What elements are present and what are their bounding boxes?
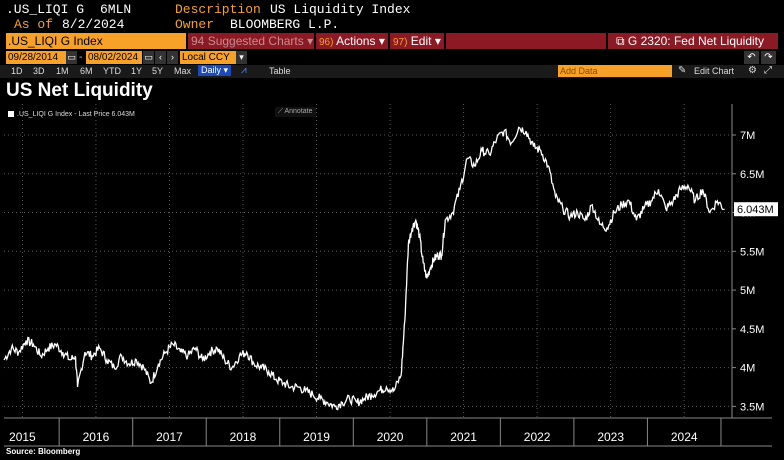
external-link-icon: ⧉: [616, 34, 625, 48]
security-field[interactable]: .US_LIQI G Index: [6, 33, 186, 49]
function-title[interactable]: ⧉ G 2320: Fed Net Liquidity: [608, 33, 778, 49]
period-5y[interactable]: 5Y: [152, 66, 164, 76]
security-field-value: .US_LIQI G Index: [8, 34, 103, 48]
owner-label: Owner: [175, 17, 215, 32]
chart-legend: .US_LIQI G Index - Last Price 6.043M: [8, 111, 135, 118]
expand-icon[interactable]: ⤢: [764, 65, 772, 76]
y-tick-label: 6.5M: [740, 169, 764, 181]
date-range-toolbar: 09/28/2014 ▭ - 08/02/2024 ▭ ‹ › Local CC…: [0, 51, 784, 64]
frequency-select[interactable]: Daily ▾: [198, 65, 232, 76]
series-line: [3, 126, 725, 411]
period-ytd[interactable]: YTD: [103, 66, 121, 76]
x-tick-label: 2015: [9, 430, 36, 444]
owner-value: BLOOMBERG L.P.: [230, 17, 340, 32]
add-data-placeholder: Add Data: [560, 66, 598, 76]
x-tick-label: 2019: [303, 430, 330, 444]
last-price-marker: 6.043M: [734, 202, 778, 217]
end-date-field[interactable]: 08/02/2024: [86, 51, 142, 64]
prev-arrow-icon[interactable]: ‹: [155, 51, 166, 64]
start-date-value: 09/28/2014: [8, 52, 59, 63]
chevron-down-icon: ▾: [434, 34, 441, 48]
y-tick-label: 5M: [740, 285, 755, 297]
legend-text: .US_LIQI G Index - Last Price 6.043M: [17, 111, 135, 118]
chart-title: US Net Liquidity: [6, 80, 153, 101]
y-tick-label: 5.5M: [740, 246, 764, 258]
end-date-value: 08/02/2024: [88, 52, 139, 63]
range-separator: -: [79, 52, 83, 63]
last-price-box: [734, 202, 778, 217]
period-toolbar: 1D 3D 1M 6M YTD 1Y 5Y Max Daily ▾ ⩘ Tabl…: [0, 65, 784, 78]
chevron-down-icon: ▾: [223, 65, 229, 75]
function-toolbar: .US_LIQI G Index 94 Suggested Charts ▾ 9…: [0, 33, 784, 49]
y-tick-label: 7M: [740, 130, 755, 142]
x-tick-label: 2022: [524, 430, 551, 444]
legend-swatch: [8, 111, 14, 118]
suggested-charts-number: 94: [191, 34, 205, 48]
period-6m[interactable]: 6M: [80, 66, 93, 76]
x-axis-labels: 2015 2016 2017 2018 2019 2020 2021 2022 2023 2024: [9, 430, 698, 444]
redo-icon[interactable]: ↷: [761, 51, 776, 64]
description-label: Description: [175, 2, 261, 17]
currency-select[interactable]: Local CCY: [180, 51, 246, 64]
x-tick-label: 2020: [377, 430, 404, 444]
undo-icon[interactable]: ↶: [744, 51, 759, 64]
actions-label: Actions: [336, 34, 376, 48]
ticker-label: .US_LIQI G: [6, 2, 85, 17]
meta-header-row: As of 8/2/2024 Owner BLOOMBERG L.P.: [0, 17, 784, 33]
x-tick-label: 2016: [83, 430, 110, 444]
x-tick-label: 2024: [671, 430, 698, 444]
y-tick-label: 4.5M: [740, 324, 764, 336]
pencil-icon: ⟋: [278, 108, 283, 115]
security-header-row: .US_LIQI G 6MLN Description US Liquidity…: [0, 2, 784, 18]
function-title-label: G 2320: Fed Net Liquidity: [627, 34, 764, 48]
period-1d[interactable]: 1D: [11, 66, 23, 76]
x-tick-label: 2017: [156, 430, 183, 444]
actions-number: 96): [319, 37, 334, 48]
add-data-input[interactable]: Add Data: [558, 65, 672, 77]
x-tick-label: 2023: [597, 430, 624, 444]
y-tick-label: 4M: [740, 363, 755, 375]
calendar-icon[interactable]: ▭: [66, 51, 77, 64]
edit-number: 97): [393, 37, 408, 48]
units-label: 6MLN: [100, 2, 132, 17]
table-button[interactable]: Table: [269, 66, 291, 76]
toolbar-filler: [446, 33, 606, 49]
start-date-field[interactable]: 09/28/2014: [6, 51, 66, 64]
period-max[interactable]: Max: [174, 66, 192, 76]
actions-menu[interactable]: 96) Actions ▾: [316, 33, 388, 49]
chevron-down-icon: ▾: [378, 34, 385, 48]
edit-label: Edit: [410, 34, 432, 48]
suggested-charts-menu[interactable]: 94 Suggested Charts ▾: [188, 33, 314, 49]
line-chart-icon[interactable]: ⩘: [241, 65, 247, 76]
frequency-value: Daily: [201, 65, 222, 75]
source-label: Source: Bloomberg: [6, 447, 81, 456]
annotate-label: Annotate: [284, 108, 313, 115]
chevron-down-icon[interactable]: ▾: [236, 51, 247, 64]
as-of-date: 8/2/2024: [62, 17, 125, 32]
annotate-button[interactable]: ⟋ Annotate: [275, 107, 316, 117]
chevron-down-icon: ▾: [307, 34, 314, 48]
pencil-icon[interactable]: ✎: [678, 65, 687, 76]
edit-chart-button[interactable]: Edit Chart: [694, 66, 735, 76]
next-arrow-icon[interactable]: ›: [167, 51, 178, 64]
y-tick-label: 3.5M: [740, 401, 764, 413]
chart-gridlines: [4, 104, 772, 447]
suggested-charts-label: Suggested Charts: [207, 34, 304, 48]
edit-menu[interactable]: 97) Edit ▾: [390, 33, 444, 49]
period-3d[interactable]: 3D: [33, 66, 45, 76]
period-1m[interactable]: 1M: [56, 66, 69, 76]
x-tick-label: 2021: [450, 430, 477, 444]
gear-icon[interactable]: ⚙: [748, 65, 757, 76]
currency-value: Local CCY: [182, 52, 230, 63]
as-of-label: As of: [14, 17, 54, 32]
description-value: US Liquidity Index: [270, 2, 411, 17]
period-1y[interactable]: 1Y: [131, 66, 143, 76]
last-price-label: 6.043M: [737, 204, 774, 216]
x-tick-label: 2018: [230, 430, 257, 444]
calendar-icon[interactable]: ▭: [143, 51, 154, 64]
